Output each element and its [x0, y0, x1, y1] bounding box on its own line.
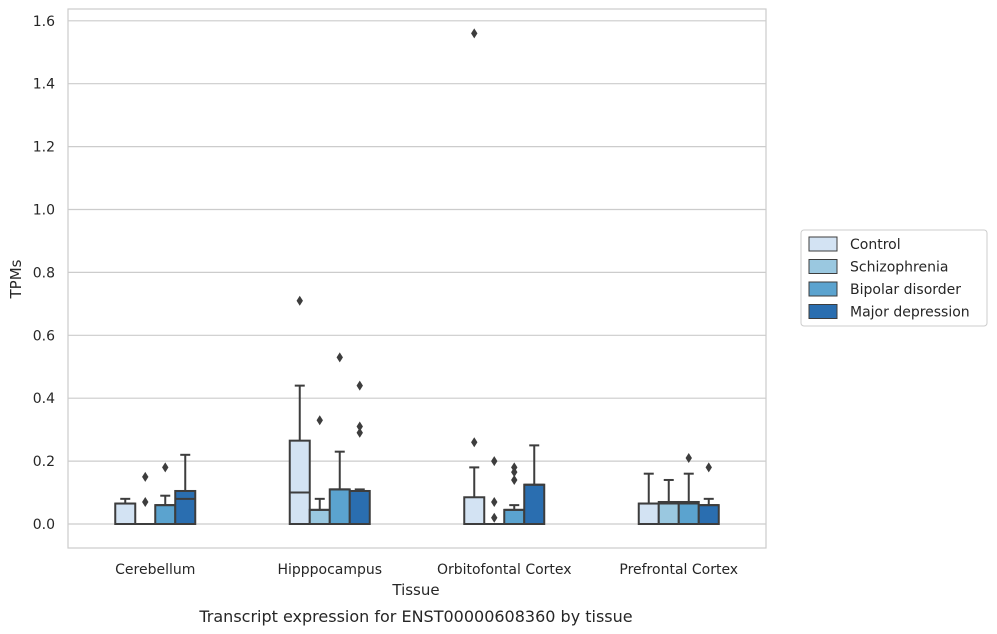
box-plots [114, 28, 720, 526]
box [697, 504, 720, 526]
outlier-point [705, 462, 712, 473]
outlier-point [511, 462, 518, 473]
box [174, 489, 197, 526]
outlier-point [356, 380, 363, 391]
box-group [135, 471, 156, 525]
outlier-point [142, 471, 149, 482]
box [463, 496, 486, 525]
box [308, 508, 331, 526]
y-tick-label: 1.6 [33, 14, 55, 30]
x-tick-label: Orbitofontal Cortex [437, 562, 572, 578]
outlier-point [296, 295, 303, 306]
box [657, 500, 680, 525]
box-group [503, 462, 526, 526]
box [677, 500, 700, 525]
box-group [463, 28, 486, 525]
box [348, 489, 371, 526]
legend-swatch [808, 281, 838, 297]
box-group [288, 295, 311, 525]
box [154, 504, 177, 526]
x-tick-label: Hipppocampus [277, 562, 382, 578]
legend-frame [800, 229, 988, 327]
outlier-point [316, 415, 323, 426]
y-tick-label: 0.4 [33, 391, 55, 407]
chart-caption: Transcript expression for ENST0000060836… [198, 607, 632, 626]
outlier-point [491, 512, 498, 523]
box-group [677, 452, 700, 525]
box-group [114, 497, 137, 525]
outlier-point [471, 28, 478, 39]
legend-label: Bipolar disorder [850, 282, 961, 298]
outlier-point [491, 456, 498, 467]
legend-swatch [808, 304, 838, 319]
legend-swatch [808, 259, 838, 274]
box-group [697, 462, 720, 526]
box [503, 508, 526, 526]
box [637, 502, 660, 525]
outlier-point [471, 437, 478, 448]
box-group [174, 453, 197, 526]
legend-label: Major depression [850, 305, 970, 321]
y-axis-title: TPMs [7, 259, 25, 299]
outlier-point [142, 496, 149, 507]
box-group [637, 472, 660, 525]
box-group [348, 380, 371, 526]
y-tick-label: 0.2 [33, 454, 55, 470]
y-tick-label: 1.2 [33, 140, 55, 156]
box-group [523, 444, 546, 525]
box-group [154, 462, 177, 526]
box [114, 502, 137, 525]
box-group [484, 456, 505, 525]
legend: Control Schizophrenia Bipolar disorder Majo… [800, 229, 988, 327]
box [288, 439, 311, 525]
box [523, 483, 546, 525]
box-group [328, 352, 351, 525]
legend-swatch [808, 236, 838, 252]
x-tick-label: Cerebellum [115, 562, 195, 578]
y-axis-ticks: 0.0 0.2 0.4 0.6 0.8 1.0 1.2 1.4 1.6 [33, 14, 55, 533]
outlier-point [685, 452, 692, 463]
box [328, 488, 351, 525]
outlier-point [511, 474, 518, 485]
outlier-point [491, 496, 498, 507]
box-group [657, 478, 680, 525]
x-axis-title: Tissue [391, 581, 439, 599]
x-tick-label: Prefrontal Cortex [619, 562, 738, 578]
outlier-point [162, 462, 169, 473]
plot-area-frame [67, 8, 767, 549]
box-group [308, 415, 331, 526]
outlier-point [356, 427, 363, 438]
x-axis-ticks: Cerebellum Hipppocampus Orbitofontal Corte… [115, 562, 738, 578]
legend-label: Control [850, 237, 901, 253]
y-tick-label: 0.8 [33, 265, 55, 281]
y-tick-label: 1.0 [33, 203, 55, 219]
y-tick-label: 0.0 [33, 517, 55, 533]
legend-label: Schizophrenia [850, 260, 948, 276]
outlier-point [336, 352, 343, 363]
y-tick-label: 0.6 [33, 328, 55, 344]
y-tick-label: 1.4 [33, 77, 55, 93]
outlier-point [356, 421, 363, 432]
grid-lines [68, 20, 766, 525]
